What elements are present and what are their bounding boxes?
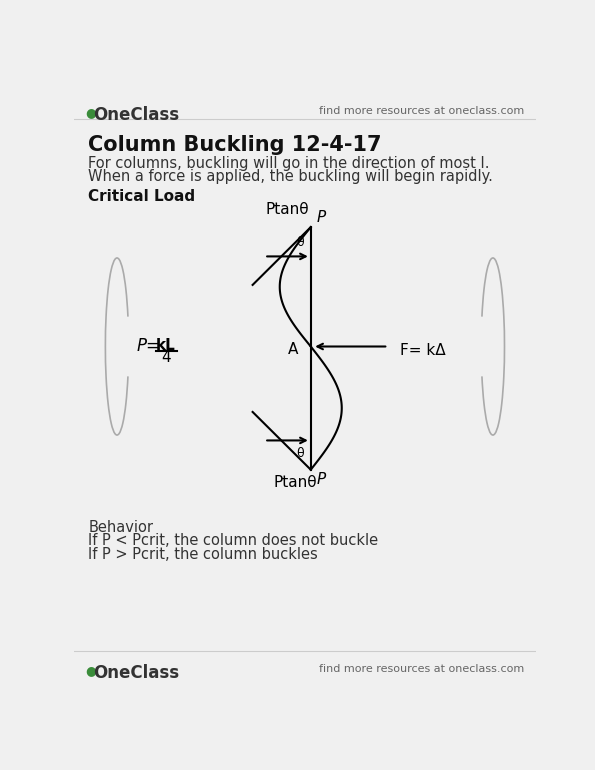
Text: Behavior: Behavior: [88, 520, 154, 534]
Text: P: P: [317, 472, 326, 487]
Text: P=: P=: [136, 337, 160, 356]
Text: find more resources at oneclass.com: find more resources at oneclass.com: [320, 664, 525, 674]
Text: When a force is applied, the buckling will begin rapidly.: When a force is applied, the buckling wi…: [88, 169, 493, 184]
Text: A: A: [288, 342, 298, 357]
Text: OneClass: OneClass: [93, 106, 179, 124]
Text: θ: θ: [296, 447, 303, 460]
Text: If P > Pcrit, the column buckles: If P > Pcrit, the column buckles: [88, 547, 318, 561]
Text: kL: kL: [156, 338, 176, 353]
Text: OneClass: OneClass: [93, 664, 179, 681]
Text: θ: θ: [296, 236, 303, 249]
Text: Ptanθ: Ptanθ: [266, 203, 309, 217]
Text: If P < Pcrit, the column does not buckle: If P < Pcrit, the column does not buckle: [88, 533, 378, 547]
Text: Critical Load: Critical Load: [88, 189, 195, 204]
Text: find more resources at oneclass.com: find more resources at oneclass.com: [320, 106, 525, 116]
Text: Column Buckling 12-4-17: Column Buckling 12-4-17: [88, 135, 382, 155]
Text: F= kΔ: F= kΔ: [400, 343, 446, 358]
Text: Ptanθ: Ptanθ: [274, 475, 317, 490]
Text: ●: ●: [85, 664, 96, 677]
Text: ●: ●: [85, 106, 96, 119]
Text: 4: 4: [161, 350, 171, 364]
Text: P: P: [317, 210, 326, 225]
Text: For columns, buckling will go in the direction of most I.: For columns, buckling will go in the dir…: [88, 156, 490, 171]
